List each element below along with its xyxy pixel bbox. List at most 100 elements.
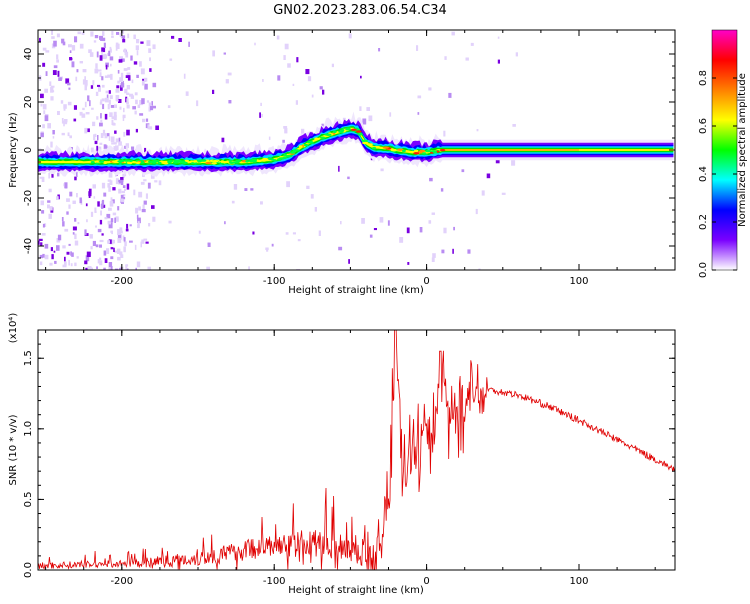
- noise-mark: [72, 232, 75, 235]
- noise-mark: [96, 116, 99, 120]
- noise-mark: [143, 179, 147, 182]
- noise-mark: [107, 74, 111, 78]
- noise-mark: [61, 217, 64, 222]
- noise-mark: [125, 228, 129, 232]
- noise-mark: [260, 201, 263, 205]
- noise-mark: [123, 131, 126, 137]
- noise-mark: [44, 115, 49, 122]
- noise-mark: [67, 82, 71, 86]
- hotspot-mark: [319, 136, 326, 139]
- noise-mark: [389, 112, 392, 117]
- noise-mark: [81, 113, 86, 118]
- noise-mark: [152, 82, 157, 88]
- noise-mark: [115, 145, 119, 151]
- noise-mark: [136, 214, 139, 219]
- colorbar-tick-label: 0.6: [698, 118, 709, 134]
- noise-mark: [366, 107, 370, 111]
- noise-mark: [110, 247, 114, 250]
- noise-mark: [101, 204, 106, 208]
- noise-mark: [96, 145, 99, 152]
- noise-mark: [224, 221, 226, 225]
- noise-mark: [92, 121, 96, 127]
- noise-mark: [301, 128, 305, 134]
- colorbar-frame: [711, 29, 738, 271]
- noise-mark: [82, 69, 87, 73]
- noise-mark: [250, 188, 254, 191]
- noise-mark: [99, 244, 102, 248]
- noise-mark: [74, 176, 77, 181]
- noise-mark: [196, 100, 199, 107]
- noise-mark: [146, 100, 150, 103]
- noise-mark: [108, 239, 112, 244]
- hotspot-mark: [439, 148, 446, 152]
- noise-mark: [56, 33, 60, 38]
- noise-mark: [99, 122, 103, 127]
- noise-mark: [284, 43, 289, 50]
- hotspot-mark: [272, 159, 277, 162]
- noise-mark: [117, 237, 122, 243]
- noise-mark: [126, 98, 129, 105]
- noise-mark: [129, 240, 133, 243]
- noise-mark: [295, 100, 298, 105]
- hotspot-mark: [326, 133, 332, 136]
- noise-mark: [135, 267, 137, 270]
- noise-mark: [465, 57, 469, 61]
- noise-mark: [406, 227, 410, 234]
- noise-mark: [110, 197, 113, 203]
- noise-mark: [70, 251, 72, 256]
- hotspot-mark: [90, 161, 95, 164]
- noise-mark: [107, 220, 111, 225]
- noise-mark: [85, 255, 90, 262]
- noise-mark: [126, 268, 129, 270]
- noise-mark: [69, 57, 73, 61]
- noise-mark: [111, 116, 115, 119]
- noise-mark: [359, 106, 362, 111]
- noise-mark: [94, 68, 99, 74]
- noise-mark: [41, 233, 46, 236]
- noise-mark: [110, 63, 112, 67]
- noise-mark: [134, 244, 137, 250]
- noise-mark: [141, 80, 145, 86]
- noise-mark: [155, 125, 159, 130]
- noise-mark: [109, 201, 114, 207]
- noise-mark: [497, 59, 500, 64]
- noise-mark: [45, 114, 49, 117]
- noise-mark: [306, 185, 310, 189]
- noise-mark: [87, 128, 90, 133]
- noise-mark: [73, 105, 77, 110]
- hotspot-mark: [117, 160, 124, 163]
- noise-mark: [109, 56, 114, 61]
- noise-mark: [318, 230, 321, 236]
- noise-mark: [178, 38, 182, 42]
- noise-mark: [92, 184, 96, 189]
- noise-mark: [137, 224, 140, 229]
- noise-mark: [50, 90, 55, 93]
- noise-mark: [110, 256, 114, 260]
- noise-mark: [212, 89, 215, 94]
- noise-mark: [108, 262, 113, 267]
- ridge-hotspots: [90, 127, 446, 165]
- noise-mark: [90, 246, 93, 250]
- snr-x-tick-label: -100: [263, 576, 286, 587]
- spectrogram-x-tick-label: -100: [263, 276, 286, 287]
- noise-mark: [379, 217, 384, 223]
- snr-scale-label: (x10⁴): [8, 313, 19, 344]
- noise-mark: [108, 136, 111, 141]
- noise-mark: [63, 104, 67, 109]
- noise-mark: [311, 94, 314, 98]
- noise-mark: [108, 99, 111, 105]
- noise-mark: [68, 243, 71, 246]
- noise-mark: [89, 234, 93, 239]
- noise-mark: [122, 194, 126, 197]
- hotspot-mark: [211, 162, 217, 165]
- noise-mark: [47, 200, 51, 203]
- hotspot-mark: [251, 158, 257, 162]
- noise-mark: [41, 176, 45, 182]
- noise-mark: [145, 193, 148, 199]
- noise-mark: [110, 105, 115, 108]
- spectrogram-y-tick-label: -40: [23, 238, 34, 254]
- noise-mark: [40, 103, 43, 107]
- noise-mark: [146, 40, 151, 46]
- snr-frame: [37, 329, 676, 571]
